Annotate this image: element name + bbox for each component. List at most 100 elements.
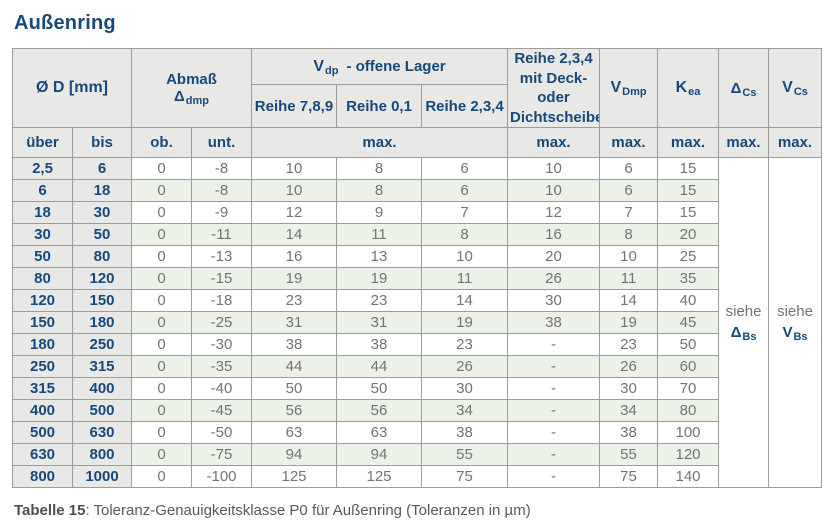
- cell-reihe01: 8: [336, 179, 422, 202]
- cell-ueber: 250: [12, 355, 73, 378]
- cell-ueber: 180: [12, 333, 73, 356]
- cell-vdmp: 55: [599, 443, 659, 466]
- cell-deck: -: [507, 333, 601, 356]
- cell-kea: 100: [657, 421, 720, 444]
- cell-ueber: 315: [12, 377, 73, 400]
- cell-kea: 60: [657, 355, 720, 378]
- cell-unt: -18: [191, 289, 252, 312]
- table-row: 250 315 0 -35 44 44 26-26 60: [12, 355, 822, 378]
- caption-text: : Toleranz-Genauigkeitsklasse P0 für Auß…: [85, 502, 531, 519]
- cell-ob: 0: [131, 157, 192, 180]
- cell-kea: 15: [657, 179, 720, 202]
- cell-bis: 1000: [72, 465, 132, 488]
- cell-reihe789: 23: [251, 289, 337, 312]
- cell-reihe01: 9: [336, 201, 422, 224]
- cell-reihe234: 75: [420, 465, 509, 488]
- cell-ueber: 80: [12, 267, 73, 290]
- caption-label: Tabelle 15: [14, 502, 86, 519]
- cell-deck: 10: [507, 179, 601, 202]
- cell-unt: -8: [191, 179, 252, 202]
- siehe-vbs-cell: siehe VBs: [768, 157, 823, 488]
- col-header-vdmp: VDmp: [599, 48, 659, 128]
- cell-ob: 0: [131, 333, 192, 356]
- cell-reihe234: 7: [420, 201, 509, 224]
- col-header-kea: Kea: [657, 48, 720, 128]
- cell-ob: 0: [131, 421, 192, 444]
- table-row: 315 400 0 -40 50 50 30-30 70: [12, 377, 822, 400]
- cell-reihe01: 23: [336, 289, 422, 312]
- cell-reihe789: 31: [251, 311, 337, 334]
- cell-reihe789: 19: [251, 267, 337, 290]
- cell-ueber: 6: [12, 179, 73, 202]
- subheader-bis: bis: [72, 127, 132, 158]
- cell-reihe789: 12: [251, 201, 337, 224]
- cell-reihe789: 16: [251, 245, 337, 268]
- cell-reihe01: 13: [336, 245, 422, 268]
- diameter-label: Ø D [mm]: [36, 79, 108, 96]
- cell-deck: 12: [507, 201, 601, 224]
- cell-unt: -9: [191, 201, 252, 224]
- abmass-symbol: Δdmp: [173, 88, 209, 107]
- cell-unt: -75: [191, 443, 252, 466]
- cell-kea: 45: [657, 311, 720, 334]
- cell-bis: 80: [72, 245, 132, 268]
- cell-ueber: 30: [12, 223, 73, 246]
- col-header-reihe-234: Reihe 2,3,4: [420, 84, 509, 128]
- cell-reihe01: 56: [336, 399, 422, 422]
- cell-ueber: 400: [12, 399, 73, 422]
- cell-ueber: 18: [12, 201, 73, 224]
- cell-vdmp: 38: [599, 421, 659, 444]
- cell-deck: 26: [507, 267, 601, 290]
- cell-reihe234: 10: [420, 245, 509, 268]
- cell-unt: -45: [191, 399, 252, 422]
- cell-deck: -: [507, 377, 601, 400]
- cell-reihe01: 31: [336, 311, 422, 334]
- cell-bis: 6: [72, 157, 132, 180]
- cell-ob: 0: [131, 311, 192, 334]
- cell-reihe789: 14: [251, 223, 337, 246]
- cell-bis: 500: [72, 399, 132, 422]
- cell-kea: 120: [657, 443, 720, 466]
- cell-deck: 16: [507, 223, 601, 246]
- cell-reihe789: 38: [251, 333, 337, 356]
- table-row: 400 500 0 -45 56 56 34-34 80: [12, 399, 822, 422]
- cell-bis: 50: [72, 223, 132, 246]
- cell-ob: 0: [131, 201, 192, 224]
- cell-ob: 0: [131, 179, 192, 202]
- page-title: Außenring: [14, 12, 116, 34]
- subheader-max-vdp: max.: [250, 127, 509, 158]
- cell-bis: 800: [72, 443, 132, 466]
- cell-reihe01: 125: [336, 465, 422, 488]
- cell-deck: -: [507, 421, 601, 444]
- cell-reihe234: 11: [420, 267, 509, 290]
- cell-reihe234: 38: [420, 421, 509, 444]
- cell-vdmp: 26: [599, 355, 659, 378]
- cell-reihe789: 10: [251, 179, 337, 202]
- cell-ob: 0: [131, 289, 192, 312]
- cell-kea: 15: [657, 157, 720, 180]
- cell-deck: 30: [507, 289, 601, 312]
- siehe-symbol: VBs: [782, 323, 808, 343]
- cell-deck: 38: [507, 311, 601, 334]
- table-body: 2,5 6 0 -8 10 8 6 10 6 15 siehe ΔBs siehe VBs 6 18 0 -8 10…: [12, 157, 823, 488]
- cell-bis: 250: [72, 333, 132, 356]
- cell-ueber: 120: [12, 289, 73, 312]
- cell-reihe234: 34: [420, 399, 509, 422]
- cell-ob: 0: [131, 465, 192, 488]
- subheader-ueber: über: [12, 127, 73, 158]
- page: Außenring Ø D [mm] Abmaß Δdmp Vdp - offen…: [12, 12, 823, 519]
- cell-ob: 0: [131, 267, 192, 290]
- cell-kea: 50: [657, 333, 720, 356]
- tolerance-table: Ø D [mm] Abmaß Δdmp Vdp - offene Lager Re…: [12, 47, 823, 488]
- cell-reihe01: 11: [336, 223, 422, 246]
- table-row: 2,5 6 0 -8 10 8 6 10 6 15 siehe ΔBs siehe VBs: [12, 157, 823, 488]
- cell-unt: -50: [191, 421, 252, 444]
- cell-kea: 80: [657, 399, 720, 422]
- cell-vdmp: 30: [599, 377, 659, 400]
- cell-reihe789: 125: [251, 465, 337, 488]
- cell-kea: 20: [657, 223, 720, 246]
- cell-reihe234: 55: [420, 443, 509, 466]
- cell-kea: 40: [657, 289, 720, 312]
- col-header-diameter: Ø D [mm]: [12, 48, 132, 128]
- cell-kea: 15: [657, 201, 720, 224]
